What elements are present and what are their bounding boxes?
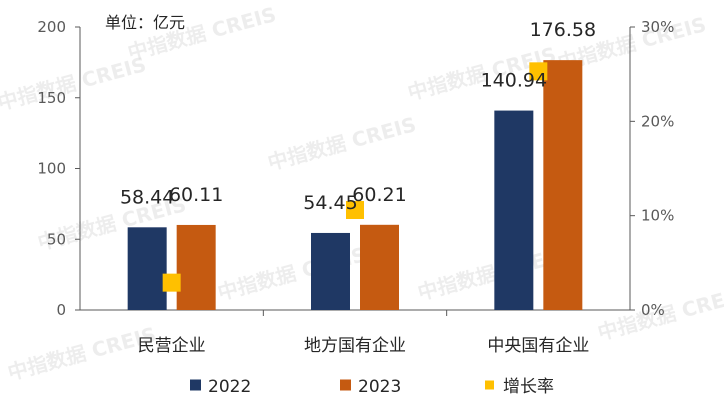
y-right-tick-label: 30% bbox=[641, 18, 674, 36]
x-tick-label: 中央国有企业 bbox=[487, 336, 589, 356]
bars bbox=[127, 60, 583, 311]
legend-label-增长率: 增长率 bbox=[503, 377, 554, 397]
data-label-2022-1: 54.45 bbox=[303, 192, 357, 214]
y-left-tick-label: 50 bbox=[47, 230, 66, 248]
growth-point-1 bbox=[346, 201, 364, 220]
data-label-2022-0: 58.44 bbox=[120, 186, 174, 208]
legend-swatch-2023 bbox=[340, 379, 351, 391]
bar-2022-0 bbox=[127, 227, 167, 310]
watermark-1: 中指数据 CREIS bbox=[125, 2, 279, 65]
legend-swatch-增长率 bbox=[485, 380, 494, 390]
legend: 2022 2023 增长率 bbox=[190, 377, 554, 397]
data-label-2022-2: 140.94 bbox=[481, 70, 547, 92]
growth-point-2 bbox=[529, 62, 548, 81]
bar-2022-2 bbox=[494, 110, 534, 310]
y-left-tick-label: 0 bbox=[56, 301, 66, 319]
x-tick-label: 民营企业 bbox=[138, 336, 206, 356]
data-label-2023-2: 176.58 bbox=[530, 19, 596, 41]
growth-point-0 bbox=[162, 273, 181, 292]
y-right-tick-label: 20% bbox=[641, 112, 674, 130]
watermark-9: 中指数据 CREIS bbox=[5, 322, 159, 385]
bar-2022-1 bbox=[311, 232, 350, 310]
x-tick-label: 地方国有企业 bbox=[304, 336, 406, 356]
data-labels: 58.44 54.45 140.94 60.11 60.21 176.58 bbox=[120, 19, 596, 214]
data-label-2023-0: 60.11 bbox=[169, 184, 223, 206]
unit-label: 单位：亿元 bbox=[105, 13, 185, 32]
y-left-tick-label: 150 bbox=[37, 89, 66, 107]
growth-points bbox=[162, 62, 548, 292]
watermark-0: 中指数据 CREIS bbox=[0, 52, 149, 115]
watermark-2: 中指数据 CREIS bbox=[265, 112, 419, 175]
legend-label-2022: 2022 bbox=[208, 377, 251, 397]
legend-label-2023: 2023 bbox=[358, 377, 401, 397]
legend-swatch-2022 bbox=[190, 379, 201, 391]
bar-2023-0 bbox=[176, 224, 216, 310]
bar-2023-2 bbox=[543, 60, 583, 311]
axes: 0 50 100 150 200 0% 10% 20% 30% 民营企业 地方国有企业 中央国有企业 bbox=[37, 18, 674, 356]
y-left-tick-label: 200 bbox=[37, 18, 66, 36]
data-label-2023-1: 60.21 bbox=[352, 184, 406, 206]
bar-2023-1 bbox=[360, 224, 399, 310]
y-left-tick-label: 100 bbox=[37, 160, 66, 178]
y-right-tick-label: 10% bbox=[641, 207, 674, 225]
y-right-tick-label: 0% bbox=[641, 301, 665, 319]
